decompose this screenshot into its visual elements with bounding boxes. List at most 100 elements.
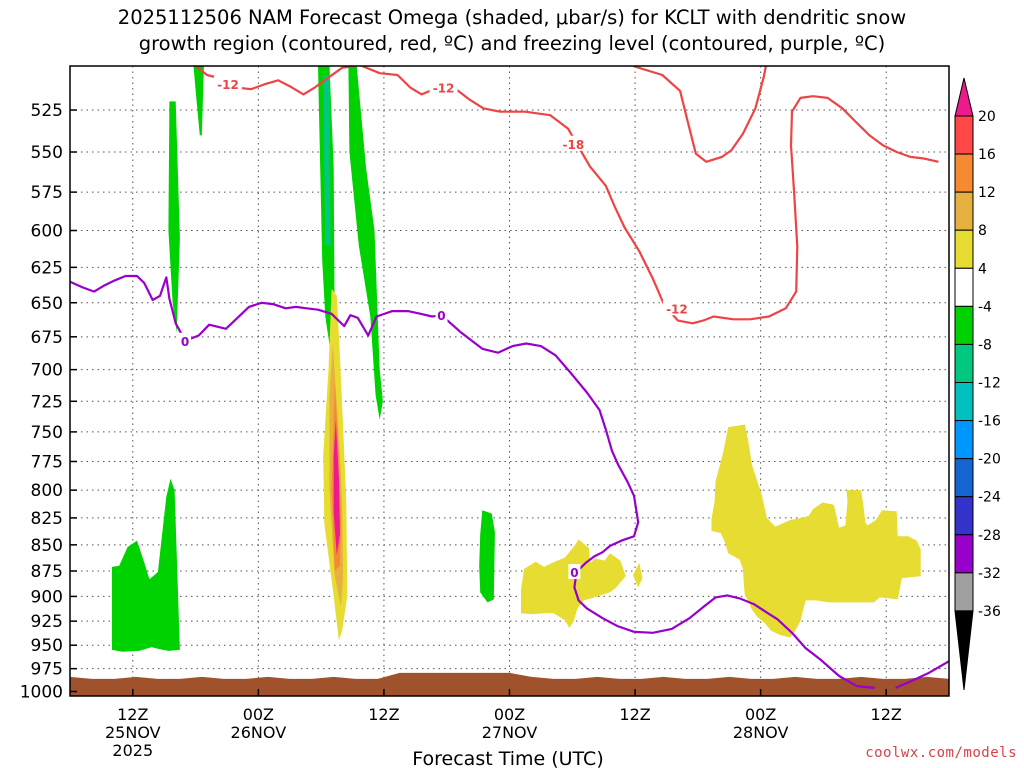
omega-region bbox=[479, 510, 495, 603]
x-tick-label: 12Z bbox=[368, 705, 399, 724]
contour-label-bg bbox=[179, 332, 192, 348]
colorbar-top-arrow bbox=[954, 77, 974, 117]
colorbar-label: 12 bbox=[978, 185, 996, 201]
contour-label-bg bbox=[429, 79, 458, 95]
freezing-level-label: 0 bbox=[570, 566, 578, 580]
colorbar-swatch bbox=[954, 229, 974, 269]
contour-label-bg bbox=[662, 300, 691, 316]
colorbar-bottom-arrow bbox=[954, 610, 974, 691]
colorbar-label: 4 bbox=[978, 261, 987, 277]
y-tick-label: 700 bbox=[31, 361, 63, 381]
y-tick-label: 575 bbox=[31, 183, 63, 203]
colorbar-label: -24 bbox=[978, 490, 1001, 506]
colorbar-label: 8 bbox=[978, 223, 987, 239]
y-tick-label: 775 bbox=[31, 452, 63, 472]
colorbar-swatch bbox=[954, 115, 974, 155]
x-tick-label: 00Z bbox=[494, 705, 525, 724]
y-tick-label: 800 bbox=[31, 481, 63, 501]
omega-region bbox=[633, 562, 643, 588]
contour-labels: -12 -12 -18 -12 0 0 0 bbox=[179, 75, 691, 580]
y-tick-label: 650 bbox=[31, 294, 63, 314]
colorbar-swatch bbox=[954, 305, 974, 345]
colorbar-label: -28 bbox=[978, 528, 1001, 544]
dgz-contour-label: -12 bbox=[217, 78, 239, 92]
colorbar-label: 16 bbox=[978, 147, 996, 163]
y-tick-label: 825 bbox=[31, 509, 63, 529]
contour-label-bg bbox=[568, 564, 581, 580]
colorbar-legend: 20 16 12 8 4 -4 -8 -12 -16 -20 -24 -28 -32 -36 bbox=[954, 77, 1001, 691]
y-tick-label: 725 bbox=[31, 392, 63, 412]
colorbar-swatch bbox=[954, 572, 974, 612]
omega-shading bbox=[111, 66, 921, 652]
contour-label-bg bbox=[435, 307, 448, 323]
x-axis-label: Forecast Time (UTC) bbox=[412, 748, 603, 768]
colorbar-swatch bbox=[954, 382, 974, 422]
colorbar-label: -4 bbox=[978, 299, 992, 315]
y-tick-label: 850 bbox=[31, 536, 63, 556]
y-tick-label: 1000 bbox=[20, 682, 63, 702]
colorbar-label: -36 bbox=[978, 604, 1001, 620]
colorbar-label: 20 bbox=[978, 109, 996, 125]
x-tick-label: 2025 bbox=[112, 741, 153, 760]
x-tick-label: 28NOV bbox=[733, 723, 789, 742]
y-tick-label: 925 bbox=[31, 612, 63, 632]
y-tick-label: 525 bbox=[31, 101, 63, 121]
omega-region bbox=[333, 419, 340, 556]
x-tick-label: 12Z bbox=[117, 705, 148, 724]
freezing-level-line bbox=[895, 660, 949, 689]
colorbar-swatch bbox=[954, 534, 974, 574]
chart-title-line-1: 2025112506 NAM Forecast Omega (shaded, μ… bbox=[117, 6, 907, 29]
freezing-level-label: 0 bbox=[437, 309, 445, 323]
x-tick-label: 26NOV bbox=[231, 723, 287, 742]
x-tick-label: 12Z bbox=[619, 705, 650, 724]
freezing-level-contours bbox=[70, 274, 949, 689]
contour-label-bg bbox=[214, 75, 243, 91]
y-tick-label: 750 bbox=[31, 423, 63, 443]
y-tick-label: 550 bbox=[31, 143, 63, 163]
colorbar-swatch bbox=[954, 458, 974, 498]
dgz-contour-line bbox=[361, 66, 939, 325]
terrain-layer bbox=[70, 672, 949, 696]
y-tick-label: 875 bbox=[31, 562, 63, 582]
x-tick-label: 25NOV bbox=[105, 723, 161, 742]
colorbar-swatch bbox=[954, 153, 974, 193]
y-tick-label: 950 bbox=[31, 636, 63, 656]
freezing-level-label: 0 bbox=[181, 335, 189, 349]
colorbar-label: -20 bbox=[978, 452, 1001, 468]
dgz-contour-line bbox=[632, 66, 767, 163]
colorbar-label: -12 bbox=[978, 376, 1001, 392]
x-tick-label: 00Z bbox=[243, 705, 274, 724]
colorbar-label: -32 bbox=[978, 566, 1001, 582]
omega-region bbox=[711, 424, 921, 638]
dgz-contour-label: -12 bbox=[433, 81, 455, 95]
terrain-fill bbox=[70, 672, 949, 696]
x-tick-label: 12Z bbox=[871, 705, 902, 724]
colorbar-label: -16 bbox=[978, 414, 1001, 430]
y-tick-label: 900 bbox=[31, 587, 63, 607]
y-tick-label: 625 bbox=[31, 258, 63, 278]
freezing-level-line bbox=[70, 274, 442, 342]
credit-text: coolwx.com/models bbox=[865, 745, 1017, 761]
x-tick-label: 00Z bbox=[745, 705, 776, 724]
omega-region bbox=[111, 478, 180, 652]
colorbar-swatch bbox=[954, 191, 974, 231]
colorbar-swatch bbox=[954, 496, 974, 536]
dgz-contour-label: -18 bbox=[562, 138, 584, 152]
y-tick-label: 600 bbox=[31, 222, 63, 242]
colorbar-swatch bbox=[954, 267, 974, 307]
dgz-contour-label: -12 bbox=[666, 302, 688, 316]
freezing-level-line bbox=[440, 314, 875, 689]
colorbar-swatch bbox=[954, 343, 974, 383]
y-axis: 525 550 575 600 625 650 675 700 725 750 775 800 825 8… bbox=[20, 101, 77, 702]
omega-region bbox=[521, 539, 626, 628]
contour-label-bg bbox=[559, 135, 588, 151]
colorbar-label: -8 bbox=[978, 337, 992, 353]
chart-title-line-2: growth region (contoured, red, ºC) and f… bbox=[138, 32, 886, 55]
omega-region bbox=[323, 75, 331, 246]
x-tick-label: 27NOV bbox=[482, 723, 538, 742]
y-tick-label: 975 bbox=[31, 660, 63, 680]
colorbar-swatch bbox=[954, 420, 974, 460]
y-tick-label: 675 bbox=[31, 328, 63, 348]
